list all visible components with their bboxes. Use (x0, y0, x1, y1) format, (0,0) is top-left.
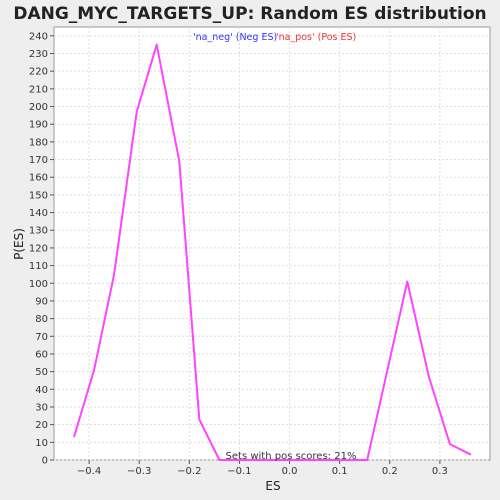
y-tick-label: 200 (29, 102, 48, 113)
legend-entry: 'na_pos' (Pos ES) (276, 32, 356, 43)
y-tick-label: 90 (35, 296, 48, 307)
y-tick-label: 220 (29, 67, 48, 78)
series-group (73, 43, 472, 461)
y-tick-label: 120 (29, 243, 48, 254)
y-axis: 0 10 20 30 40 50 60 70 80 90 100 110 120 130 140 150 160… (29, 31, 54, 467)
grid-lines (54, 27, 490, 461)
y-tick-label: 50 (35, 367, 48, 378)
y-tick-label: 160 (29, 173, 48, 184)
y-tick-label: 100 (29, 279, 48, 290)
x-tick-label: −0.3 (127, 466, 151, 477)
x-axis: −0.4 −0.3 −0.2 −0.1 0.0 0.1 0.2 0.3 (77, 460, 448, 477)
x-tick-label: −0.1 (227, 466, 251, 477)
y-tick-label: 240 (29, 31, 48, 42)
y-tick-label: 30 (35, 402, 48, 413)
plot-area (53, 26, 491, 461)
y-tick-label: 40 (35, 385, 48, 396)
legend-entry: 'na_neg' (Neg ES) (193, 32, 277, 43)
y-tick-label: 70 (35, 332, 48, 343)
x-tick-label: −0.4 (77, 466, 101, 477)
legend: 'na_neg' (Neg ES)'na_pos' (Pos ES) (193, 32, 356, 43)
x-tick-label: 0.2 (382, 466, 398, 477)
y-tick-label: 20 (35, 420, 48, 431)
y-axis-label: P(ES) (12, 228, 26, 260)
y-tick-label: 140 (29, 208, 48, 219)
chart-title: DANG_MYC_TARGETS_UP: Random ES distribut… (13, 4, 486, 24)
y-tick-label: 110 (29, 261, 48, 272)
y-tick-label: 10 (35, 438, 48, 449)
y-tick-label: 80 (35, 314, 48, 325)
annotation-pos-scores: Sets with pos scores: 21% (226, 451, 357, 462)
x-tick-label: 0.3 (432, 466, 448, 477)
x-tick-label: 0.1 (332, 466, 348, 477)
y-tick-label: 170 (29, 155, 48, 166)
y-tick-label: 60 (35, 349, 48, 360)
y-tick-label: 210 (29, 84, 48, 95)
y-tick-label: 130 (29, 226, 48, 237)
y-tick-label: 180 (29, 137, 48, 148)
series-line (73, 43, 472, 461)
y-tick-label: 230 (29, 49, 48, 60)
y-tick-label: 190 (29, 120, 48, 131)
y-tick-label: 0 (42, 456, 48, 467)
x-tick-label: −0.2 (177, 466, 201, 477)
x-axis-label: ES (265, 479, 280, 493)
x-tick-label: 0.0 (282, 466, 298, 477)
y-tick-label: 150 (29, 190, 48, 201)
